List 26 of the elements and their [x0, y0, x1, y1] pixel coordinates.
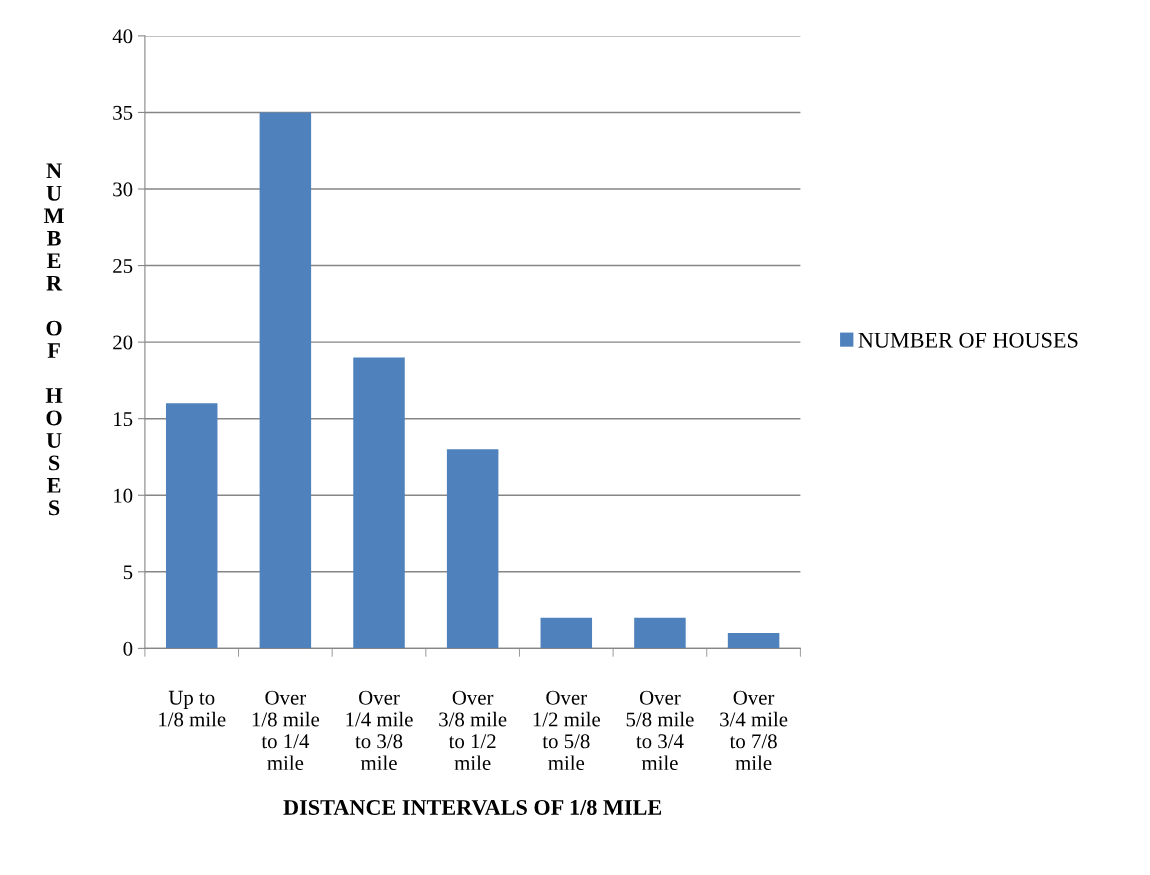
x-tick-label: Over 3/4 mile to 7/8 mile [720, 690, 788, 771]
bar [165, 403, 218, 649]
y-tick-label: 40 [112, 29, 133, 44]
y-tick-label: 15 [114, 412, 133, 427]
y-tick-label: 20 [113, 335, 133, 350]
legend-label: NUMBER OF HOUSES [858, 332, 1078, 348]
x-tick-label: Over 1/4 mile to 3/8 mile [346, 690, 413, 771]
bar [540, 617, 593, 649]
bar [353, 357, 405, 649]
x-axis-title: DISTANCE INTERVALS OF 1/8 MILE [283, 799, 662, 816]
y-tick-label: 0 [123, 641, 133, 656]
y-tick-label: 25 [113, 259, 133, 273]
y-tick-label: 35 [113, 105, 133, 120]
x-tick-label: Up to 1/8 mile [159, 690, 226, 727]
x-tick-label: Over 3/8 mile to 1/2 mile [439, 690, 507, 771]
y-tick-label: 30 [113, 182, 133, 197]
bar [446, 449, 499, 649]
bar [259, 112, 312, 649]
bar [727, 633, 780, 649]
y-tick-label: 10 [114, 488, 133, 503]
x-tick-label: Over 1/8 mile to 1/4 mile [252, 690, 320, 771]
text: NUMBER OF HOUSES [43, 163, 64, 516]
bar [634, 617, 686, 649]
x-tick-label: Over 5/8 mile to 3/4 mile [626, 690, 694, 771]
x-tick-label: Over 1/2 mile to 5/8 mile [533, 690, 600, 771]
y-tick-label: 5 [123, 565, 133, 580]
